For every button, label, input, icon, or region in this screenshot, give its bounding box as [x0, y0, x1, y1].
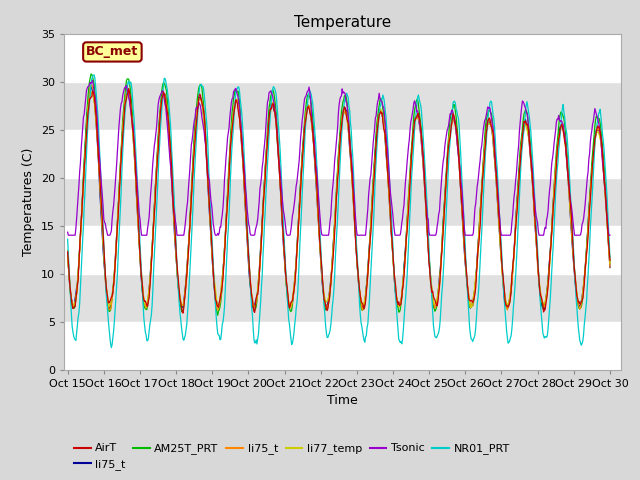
Bar	[64, 178, 621, 226]
Bar	[64, 274, 621, 322]
Bar	[64, 34, 621, 82]
Bar	[64, 0, 621, 34]
Bar	[64, 322, 621, 370]
Bar	[64, 226, 621, 274]
X-axis label: Time: Time	[327, 394, 358, 407]
Bar	[64, 82, 621, 130]
Legend: AirT, li75_t, AM25T_PRT, li75_t, li77_temp, Tsonic, NR01_PRT: AirT, li75_t, AM25T_PRT, li75_t, li77_te…	[70, 439, 515, 474]
Text: BC_met: BC_met	[86, 46, 138, 59]
Bar	[64, 130, 621, 178]
Y-axis label: Temperatures (C): Temperatures (C)	[22, 147, 35, 256]
Title: Temperature: Temperature	[294, 15, 391, 30]
